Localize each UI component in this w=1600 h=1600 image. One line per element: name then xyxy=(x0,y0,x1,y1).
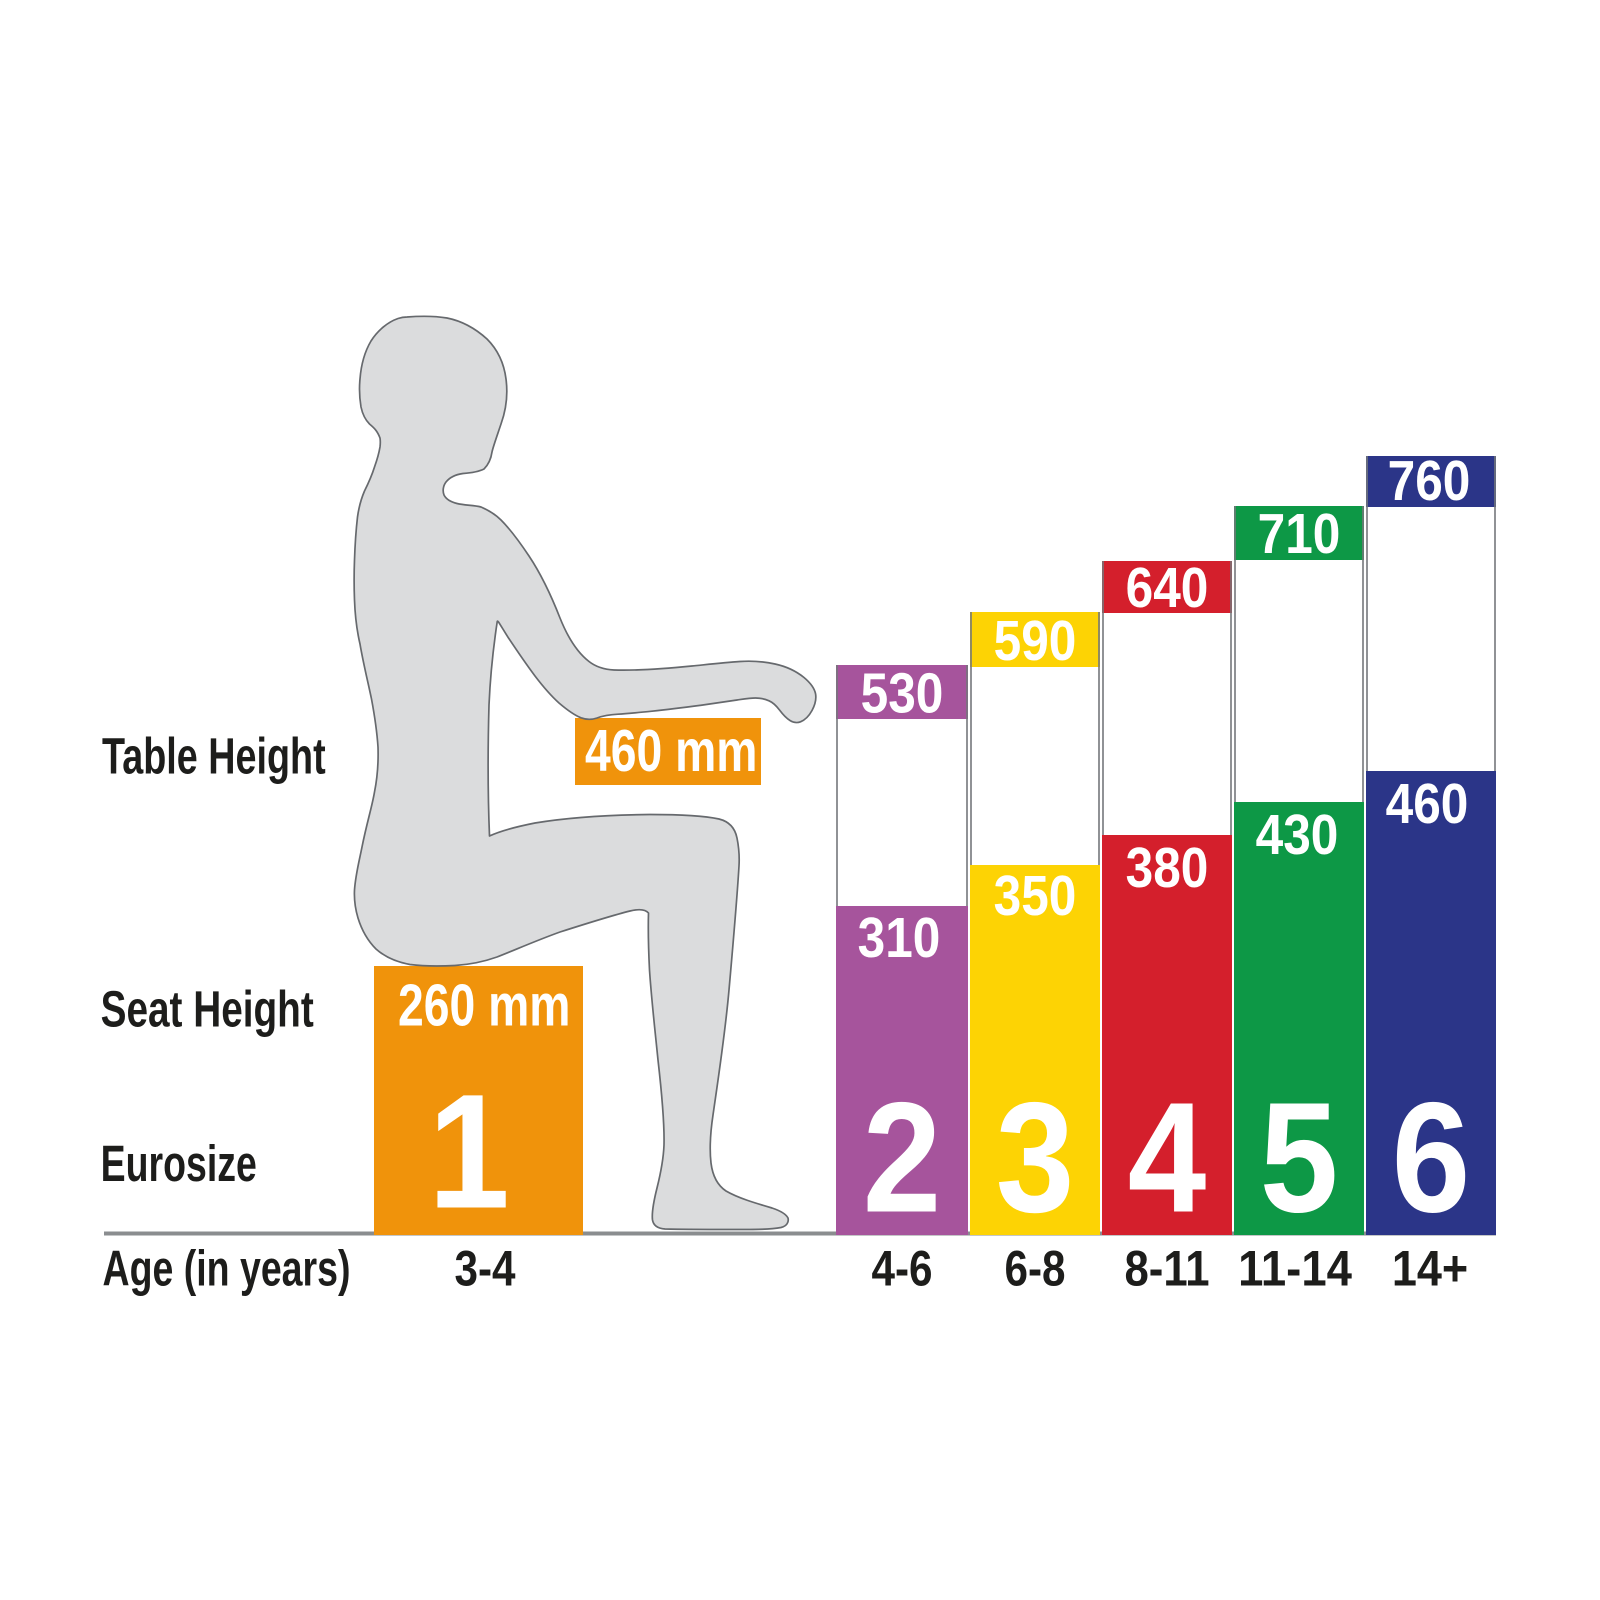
svg-text:350: 350 xyxy=(994,865,1077,928)
svg-text:1: 1 xyxy=(428,1060,510,1242)
svg-text:590: 590 xyxy=(994,610,1077,673)
svg-text:430: 430 xyxy=(1256,804,1339,867)
svg-text:760: 760 xyxy=(1388,450,1471,513)
svg-text:2: 2 xyxy=(863,1070,942,1246)
svg-text:3-4: 3-4 xyxy=(454,1240,515,1296)
svg-text:Age (in years): Age (in years) xyxy=(103,1241,351,1296)
svg-text:710: 710 xyxy=(1258,503,1341,566)
svg-text:6-8: 6-8 xyxy=(1004,1240,1065,1296)
svg-text:530: 530 xyxy=(861,662,944,725)
svg-text:4-6: 4-6 xyxy=(871,1240,932,1296)
svg-text:310: 310 xyxy=(858,907,941,970)
svg-text:5: 5 xyxy=(1260,1070,1339,1246)
svg-text:3: 3 xyxy=(996,1070,1075,1246)
svg-text:460: 460 xyxy=(1386,773,1469,836)
svg-text:6: 6 xyxy=(1392,1070,1471,1246)
svg-text:460 mm: 460 mm xyxy=(585,719,757,785)
svg-text:4: 4 xyxy=(1128,1070,1207,1246)
svg-text:14+: 14+ xyxy=(1392,1241,1468,1297)
svg-text:8-11: 8-11 xyxy=(1124,1240,1209,1296)
svg-text:11-14: 11-14 xyxy=(1238,1242,1352,1297)
svg-text:260 mm: 260 mm xyxy=(398,973,570,1039)
svg-text:Table Height: Table Height xyxy=(102,727,326,785)
svg-text:380: 380 xyxy=(1126,837,1209,900)
svg-text:640: 640 xyxy=(1126,557,1209,620)
svg-text:Eurosize: Eurosize xyxy=(101,1135,257,1192)
svg-text:Seat Height: Seat Height xyxy=(101,980,314,1037)
